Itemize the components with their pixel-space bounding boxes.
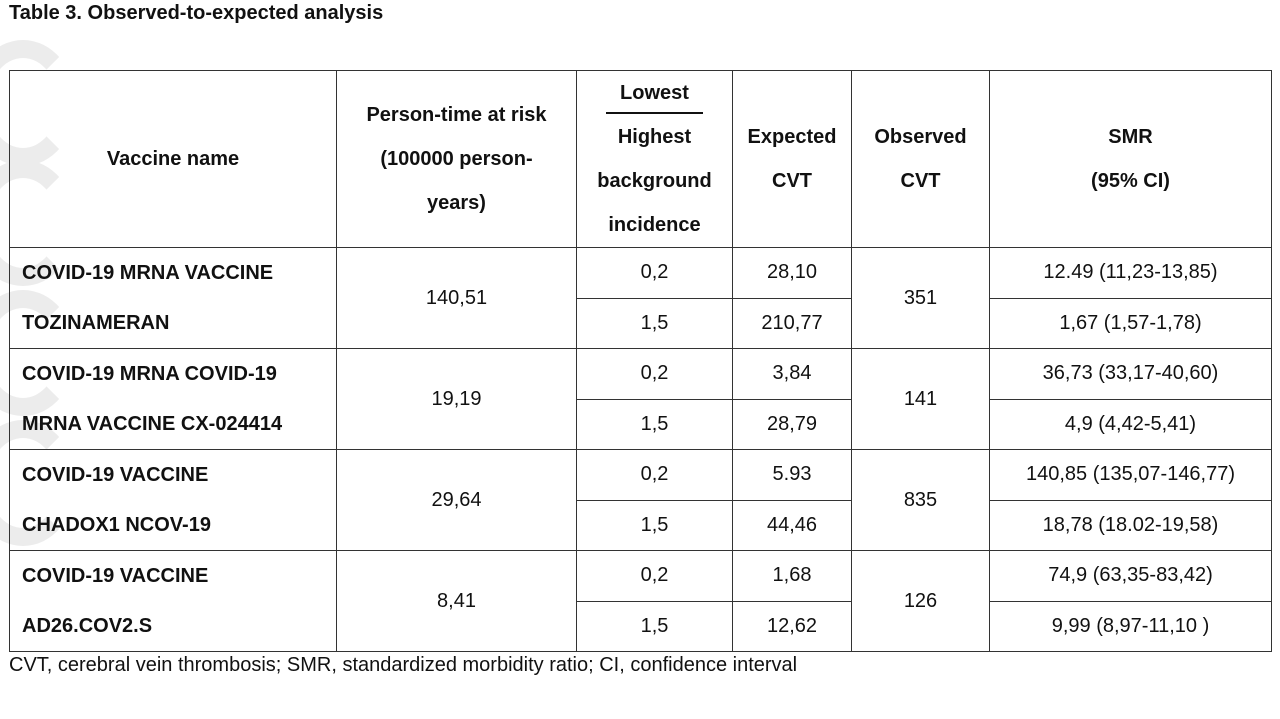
header-text: Expected xyxy=(747,126,837,148)
vaccine-name-line: AD26.COV2.S xyxy=(22,615,153,637)
table-subrow: 1,5 28,79 4,9 (4,42-5,41) xyxy=(10,398,1272,450)
header-text: Highest xyxy=(617,126,692,148)
expected-cvt-cell: 5.93 xyxy=(732,449,852,501)
incidence-cell: 0,2 xyxy=(576,247,733,299)
expected-cvt-cell: 3,84 xyxy=(732,348,852,400)
header-person-time: Person-time at risk (100000 person- year… xyxy=(336,70,577,248)
table-footnote: CVT, cerebral vein thrombosis; SMR, stan… xyxy=(9,654,798,676)
header-text: incidence xyxy=(608,214,701,236)
smr-cell: 12.49 (11,23-13,85) xyxy=(989,247,1272,299)
incidence-cell: 0,2 xyxy=(576,449,733,501)
person-time-cell: 29,64 xyxy=(336,449,577,551)
header-text: (95% CI) xyxy=(1091,170,1170,192)
header-text: CVT xyxy=(772,170,812,192)
person-time-cell: 140,51 xyxy=(336,247,577,349)
expected-cvt-cell: 12,62 xyxy=(732,600,852,652)
header-text: Vaccine name xyxy=(106,148,240,170)
smr-cell: 4,9 (4,42-5,41) xyxy=(989,398,1272,450)
table-row: COVID-19 VACCINE AD26.COV2.S 8,41 0,2 1,68 12… xyxy=(9,550,1272,652)
table-subrow: 1,5 210,77 1,67 (1,57-1,78) xyxy=(10,297,1272,349)
header-text: SMR xyxy=(1108,126,1153,148)
vaccine-name-line: COVID-19 MRNA VACCINE xyxy=(22,262,274,284)
smr-cell: 18,78 (18.02-19,58) xyxy=(989,499,1272,551)
observed-cvt-cell: 351 xyxy=(851,247,990,349)
table-subrow: 1,5 44,46 18,78 (18.02-19,58) xyxy=(10,499,1272,551)
vaccine-name-line: MRNA VACCINE CX-024414 xyxy=(22,413,283,435)
header-text: (100000 person- xyxy=(380,148,533,170)
expected-cvt-cell: 210,77 xyxy=(732,297,852,349)
vaccine-name-cell: COVID-19 VACCINE CHADOX1 NCOV-19 xyxy=(9,449,337,551)
vaccine-name-cell: COVID-19 MRNA VACCINE TOZINAMERAN xyxy=(9,247,337,349)
expected-cvt-cell: 28,79 xyxy=(732,398,852,450)
expected-cvt-cell: 1,68 xyxy=(732,550,852,602)
smr-cell: 74,9 (63,35-83,42) xyxy=(989,550,1272,602)
incidence-cell: 1,5 xyxy=(576,499,733,551)
incidence-cell: 0,2 xyxy=(576,348,733,400)
header-text: Person-time at risk xyxy=(366,104,547,126)
incidence-cell: 1,5 xyxy=(576,398,733,450)
table-row: COVID-19 MRNA VACCINE TOZINAMERAN 140,51 0,… xyxy=(9,247,1272,349)
header-text: Observed xyxy=(874,126,967,148)
header-vaccine-name: Vaccine name xyxy=(9,70,337,248)
header-text: CVT xyxy=(900,170,941,192)
header-observed: Observed CVT xyxy=(851,70,990,248)
header-incidence: Lowest Highest background incidence xyxy=(576,70,733,248)
header-text: years) xyxy=(427,192,486,214)
header-expected: Expected CVT xyxy=(732,70,852,248)
smr-cell: 36,73 (33,17-40,60) xyxy=(989,348,1272,400)
smr-cell: 140,85 (135,07-146,77) xyxy=(989,449,1272,501)
incidence-cell: 0,2 xyxy=(576,550,733,602)
header-row: Vaccine name Person-time at risk (100000… xyxy=(9,70,1272,248)
smr-cell: 9,99 (8,97-11,10 ) xyxy=(989,600,1272,652)
expected-cvt-cell: 28,10 xyxy=(732,247,852,299)
header-text: background xyxy=(597,170,712,192)
observed-cvt-cell: 835 xyxy=(851,449,990,551)
vaccine-name-line: COVID-19 MRNA COVID-19 xyxy=(22,363,277,385)
table-title: Table 3. Observed-to-expected analysis xyxy=(9,2,384,24)
table-row: COVID-19 MRNA COVID-19 MRNA VACCINE CX-02… xyxy=(9,348,1272,450)
person-time-cell: 8,41 xyxy=(336,550,577,652)
vaccine-name-cell: COVID-19 VACCINE AD26.COV2.S xyxy=(9,550,337,652)
incidence-cell: 1,5 xyxy=(576,600,733,652)
header-text: Lowest xyxy=(606,74,703,114)
incidence-cell: 1,5 xyxy=(576,297,733,349)
vaccine-name-line: CHADOX1 NCOV-19 xyxy=(22,514,211,536)
observed-cvt-cell: 126 xyxy=(851,550,990,652)
observed-cvt-cell: 141 xyxy=(851,348,990,450)
person-time-cell: 19,19 xyxy=(336,348,577,450)
vaccine-name-line: TOZINAMERAN xyxy=(22,312,170,334)
header-smr: SMR (95% CI) xyxy=(989,70,1272,248)
vaccine-name-line: COVID-19 VACCINE xyxy=(22,565,209,587)
vaccine-name-cell: COVID-19 MRNA COVID-19 MRNA VACCINE CX-02… xyxy=(9,348,337,450)
table-row: COVID-19 VACCINE CHADOX1 NCOV-19 29,64 0,2 5… xyxy=(9,449,1272,551)
table-subrow: 1,5 12,62 9,99 (8,97-11,10 ) xyxy=(10,600,1272,652)
smr-cell: 1,67 (1,57-1,78) xyxy=(989,297,1272,349)
expected-cvt-cell: 44,46 xyxy=(732,499,852,551)
vaccine-name-line: COVID-19 VACCINE xyxy=(22,464,209,486)
observed-expected-table: Vaccine name Person-time at risk (100000… xyxy=(9,70,1272,652)
